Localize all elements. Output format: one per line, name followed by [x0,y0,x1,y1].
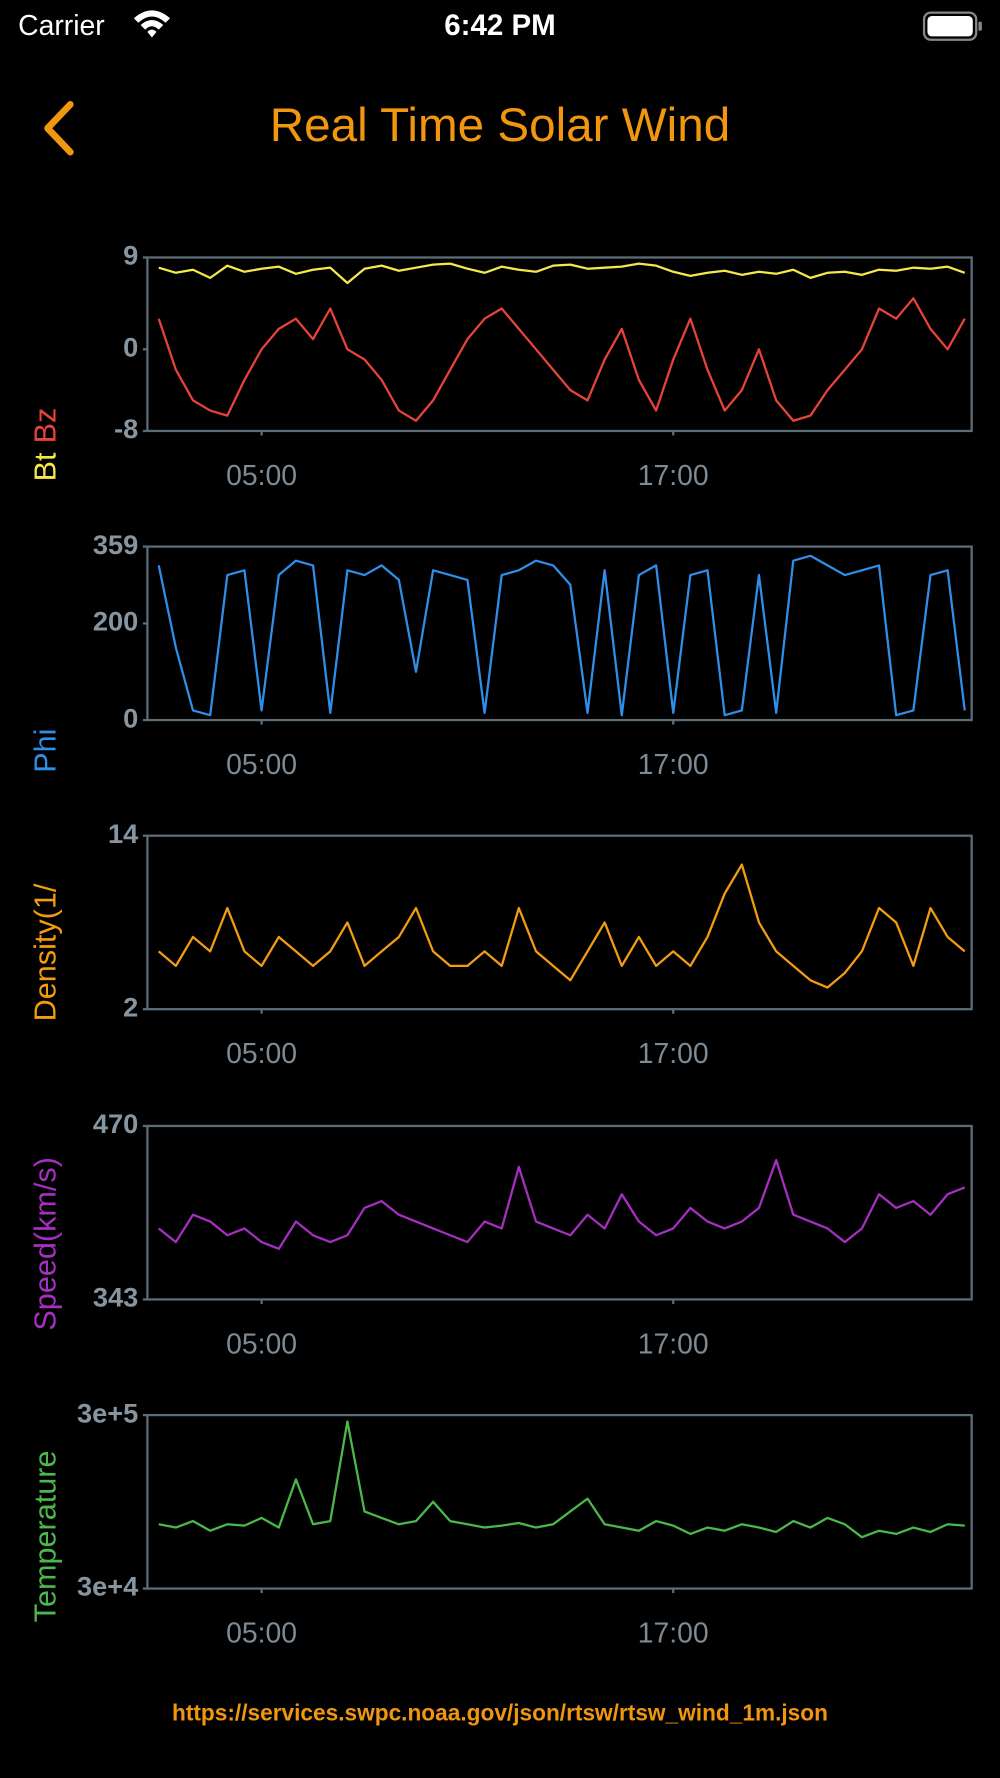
chart: 343 470 05:00 17:00 Speed(km/s) [29,1108,973,1360]
x-tick-label: 05:00 [226,460,297,492]
chart: -8 0 9 05:00 17:00 Bt Bz [29,240,973,492]
y-tick-label: 14 [108,818,138,849]
y-tick-label: 0 [123,702,138,733]
plot-frame [146,256,973,433]
x-tick-label: 17:00 [638,460,709,492]
carrier: Carrier [18,10,105,42]
x-tick-label: 05:00 [226,749,297,781]
y-axis-label: Phi [29,729,63,773]
plot-frame [146,1124,973,1301]
y-tick-label: 359 [93,529,138,560]
y-tick-label: 470 [93,1108,138,1139]
data-line [157,297,966,422]
legend-entry: Speed(km/s) [29,1157,63,1331]
x-tick-label: 17:00 [638,1038,709,1070]
legend-entry: Density(1/ [29,883,63,1021]
plot-frame [146,545,973,722]
wifi-icon [133,10,171,38]
data-line [158,1420,965,1539]
data-line [157,863,966,989]
legend-entry: Bz [29,408,63,444]
source-url[interactable]: https://services.swpc.noaa.gov/json/rtsw… [172,1699,828,1725]
y-tick-label: 9 [123,240,138,271]
chart: 3e+4 3e+5 05:00 17:00 Temperature [29,1397,973,1650]
back-button[interactable] [44,101,74,156]
y-axis-label: Temperature [29,1450,63,1622]
data-line [157,554,966,717]
plot-frame [146,1413,973,1590]
x-tick-label: 05:00 [226,1328,297,1360]
chart: 0 200 359 05:00 17:00 Phi [29,529,973,781]
legend-entry: Temperature [29,1450,63,1622]
x-tick-label: 05:00 [226,1618,297,1650]
y-tick-label: 343 [93,1282,138,1313]
y-tick-label: -8 [114,413,138,444]
x-tick-label: 17:00 [638,1618,709,1650]
plot-frame [146,834,973,1011]
screen-title: Real Time Solar Wind [270,99,730,152]
y-axis-label: Speed(km/s) [29,1157,63,1331]
y-tick-label: 0 [123,332,138,363]
x-tick-label: 17:00 [638,1328,709,1360]
legend-entry: Phi [29,729,63,773]
clock: 6:42 PM [444,9,555,42]
y-tick-label: 2 [123,991,138,1022]
y-tick-label: 3e+5 [77,1397,138,1428]
y-axis-label: Density(1/ [29,883,63,1021]
x-tick-label: 17:00 [638,749,709,781]
legend-entry: Bt [29,452,63,481]
data-line [158,1158,966,1250]
y-axis-label: Bt Bz [29,408,63,482]
data-line [158,262,966,285]
y-tick-label: 3e+4 [77,1571,138,1602]
x-tick-label: 05:00 [226,1038,297,1070]
y-tick-label: 200 [93,606,138,637]
battery-icon [922,11,982,41]
chart: 2 14 05:00 17:00 Density(1/ [29,818,973,1070]
